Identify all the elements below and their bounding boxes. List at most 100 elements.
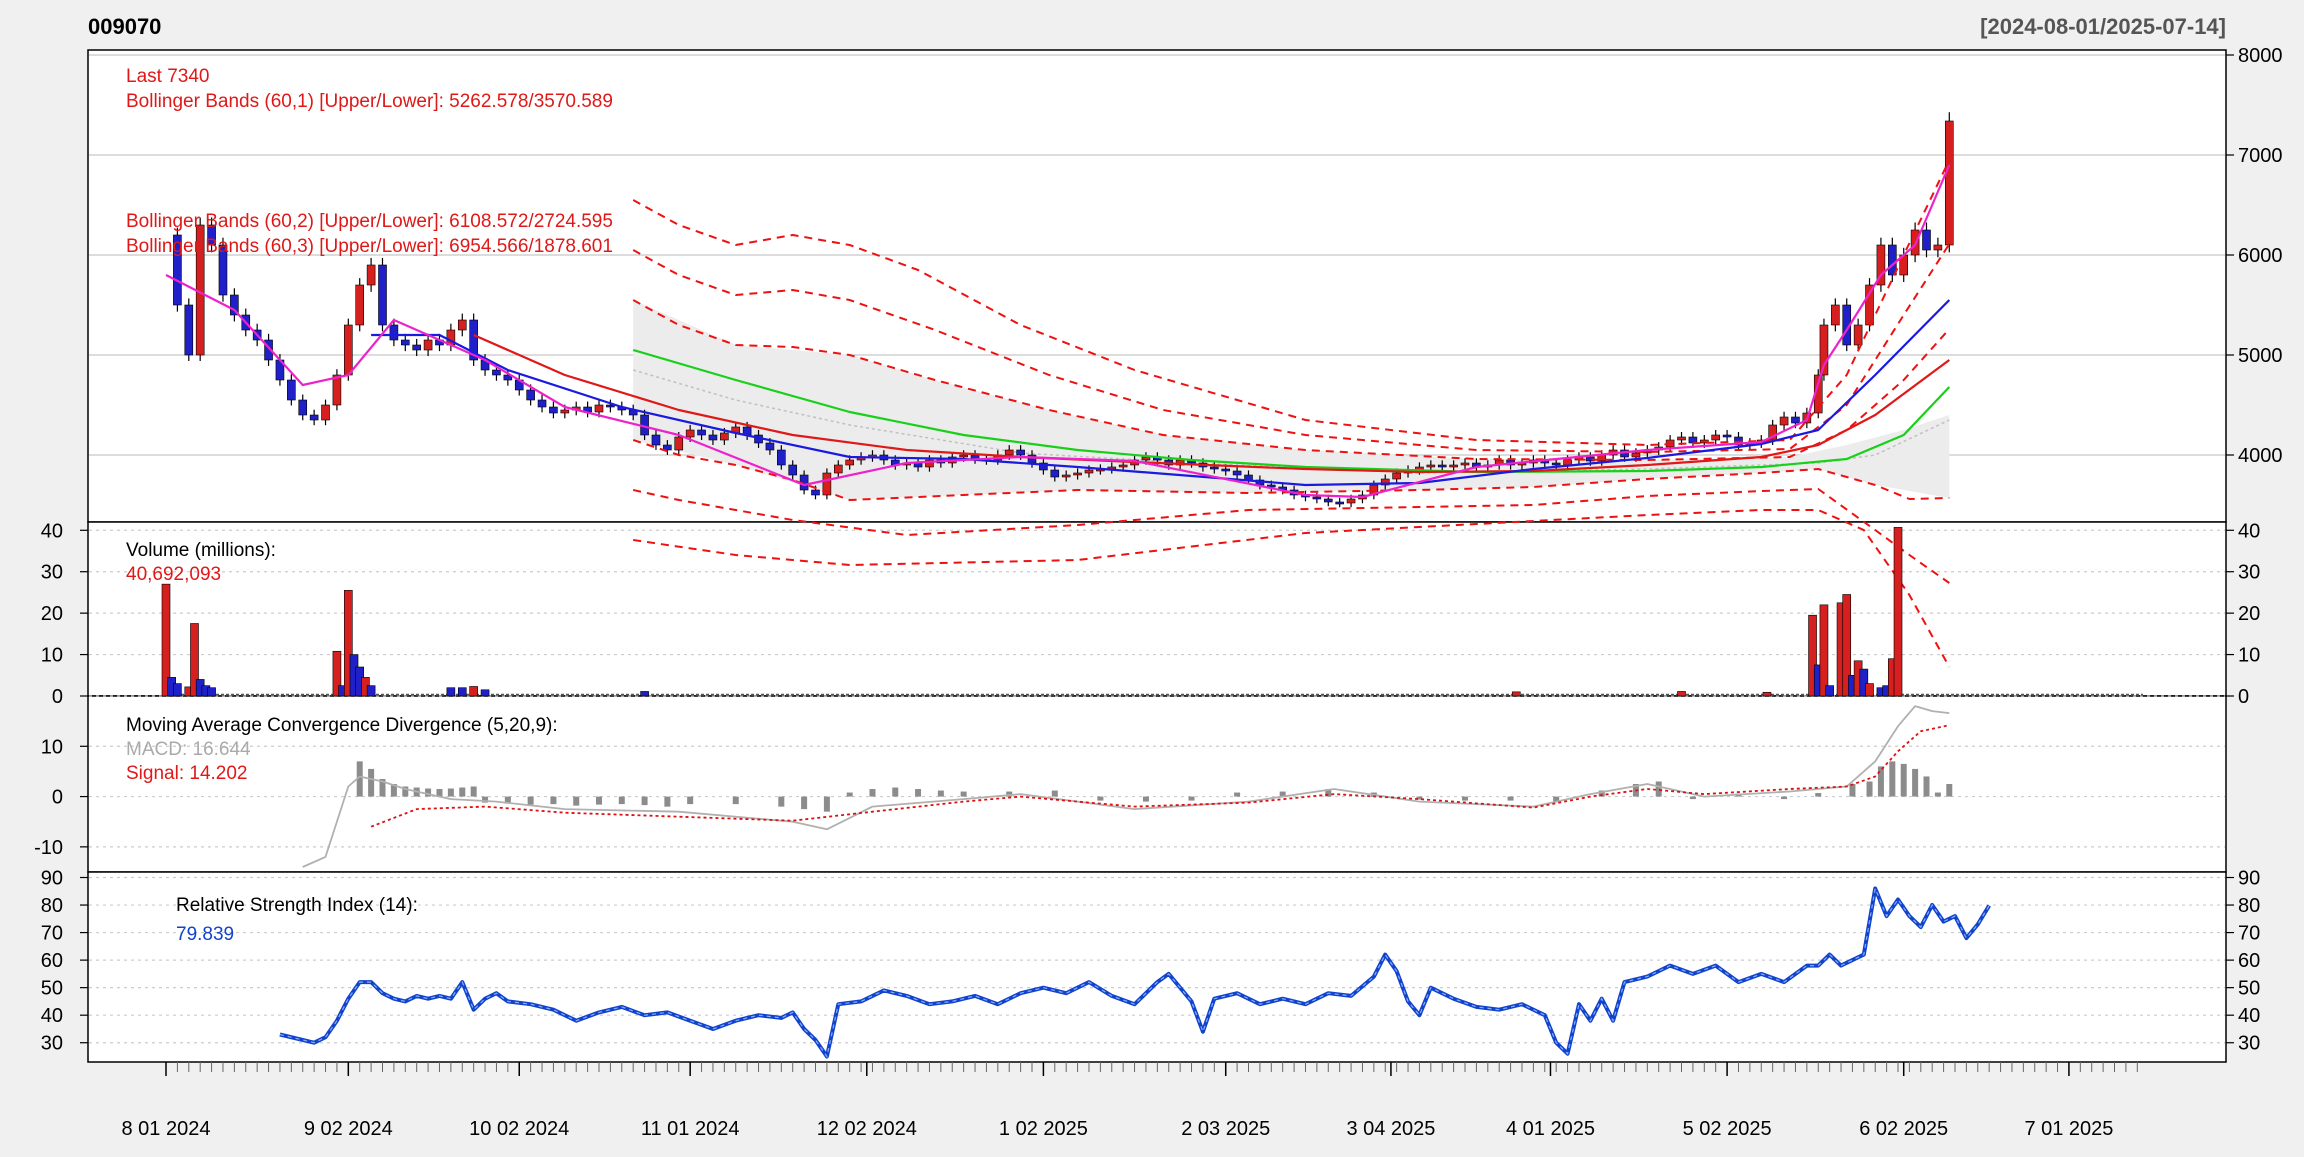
macd-histogram-bar — [1097, 796, 1104, 801]
candle-body — [321, 404, 330, 421]
candle-body — [218, 244, 228, 296]
volume-bar — [1511, 691, 1521, 697]
moving-average-120 — [632, 348, 1951, 474]
candle-body — [549, 406, 558, 414]
macd-histogram-bar — [459, 787, 466, 797]
volume-bar — [1819, 604, 1829, 697]
candle-body — [1266, 484, 1276, 488]
rsi-ytick-label-left: 90 — [41, 868, 63, 890]
candle-body — [1335, 501, 1344, 505]
candle-body — [1768, 424, 1777, 441]
candle-body — [1711, 434, 1720, 441]
candle-body — [594, 404, 604, 413]
legend-bb1: Bollinger Bands (60,1) [Upper/Lower]: 52… — [126, 91, 613, 112]
macd-ytick-label: 0 — [52, 787, 63, 809]
candle-body — [309, 414, 319, 421]
macd-histogram-bar — [1889, 761, 1896, 797]
macd-histogram-bar — [1598, 790, 1605, 797]
candle-body — [298, 399, 308, 416]
volume-bar — [457, 687, 467, 697]
volume-ytick-label: 20 — [2238, 603, 2260, 625]
macd-ytick-label: 10 — [41, 736, 63, 758]
candle-body — [1039, 462, 1048, 471]
candle-body — [400, 339, 410, 346]
volume-bar — [480, 689, 490, 697]
moving-average-short — [165, 164, 1951, 499]
candle-body — [1876, 244, 1886, 286]
candle-body — [1563, 459, 1572, 466]
candle-body — [959, 454, 968, 458]
candle-body — [412, 344, 421, 351]
volume-bar — [1762, 691, 1772, 697]
volume-ytick-label: 40 — [2238, 520, 2260, 542]
macd-histogram-bar — [1655, 781, 1662, 797]
rsi-line-highlight — [279, 886, 1990, 1058]
macd-histogram-bar — [1051, 790, 1058, 797]
candle-body — [788, 464, 798, 476]
candle-body — [1004, 449, 1014, 456]
macd-histogram-bar — [960, 791, 967, 797]
macd-histogram-bar — [425, 788, 432, 797]
legend-macd-value: MACD: 16.644 — [126, 739, 251, 760]
volume-bar — [1893, 527, 1903, 697]
candle-body — [1392, 472, 1401, 480]
macd-histogram-bar — [596, 796, 603, 805]
macd-histogram-bar — [618, 796, 625, 805]
macd-histogram-bar — [436, 789, 443, 797]
candle-body — [1210, 466, 1219, 470]
candle-body — [503, 374, 513, 381]
legend-bb2: Bollinger Bands (60,2) [Upper/Lower]: 61… — [126, 211, 613, 232]
macd-histogram-bar — [1325, 789, 1332, 797]
rsi-ytick-label-left: 50 — [41, 978, 63, 1000]
candle-body — [423, 339, 433, 351]
candle-body — [685, 429, 695, 438]
macd-histogram-bar — [869, 789, 876, 797]
macd-histogram-bar — [550, 796, 557, 805]
macd-histogram-bar — [641, 796, 648, 806]
volume-ytick-label-left: 20 — [41, 603, 63, 625]
candle-body — [344, 324, 353, 376]
volume-ytick-label-left: 40 — [41, 520, 63, 542]
volume-bar — [446, 687, 456, 697]
price-ytick-label: 4000 — [2238, 445, 2283, 467]
moving-average-20 — [371, 299, 1951, 487]
chart-symbol: 009070 — [88, 14, 161, 39]
x-tick-label: 7 01 2025 — [2024, 1118, 2113, 1140]
volume-bar — [173, 683, 182, 697]
bollinger-band-bb3-lower — [633, 509, 1951, 668]
macd-histogram-bar — [801, 796, 808, 810]
candle-body — [1380, 478, 1390, 486]
rsi-ytick-label: 40 — [2238, 1005, 2260, 1027]
candle-body — [697, 429, 706, 436]
macd-histogram-bar — [1188, 796, 1195, 801]
candle-body — [1677, 436, 1686, 441]
volume-bar — [1677, 691, 1686, 697]
rsi-ytick-label-left: 60 — [41, 950, 63, 972]
candle-body — [469, 319, 478, 361]
macd-histogram-bar — [846, 792, 853, 797]
volume-ytick-label-left: 10 — [41, 645, 63, 667]
candle-body — [777, 449, 786, 466]
volume-ytick-label: 30 — [2238, 562, 2260, 584]
macd-histogram-bar — [356, 761, 363, 797]
candle-body — [560, 409, 570, 414]
candle-body — [833, 464, 843, 474]
x-tick-label: 2 03 2025 — [1181, 1118, 1270, 1140]
macd-histogram-bar — [1946, 784, 1953, 797]
candle-body — [1551, 462, 1561, 466]
candle-body — [1933, 244, 1943, 251]
macd-histogram-bar — [470, 786, 477, 797]
macd-histogram-bar — [527, 796, 534, 805]
candle-body — [606, 404, 615, 408]
x-tick-label: 4 01 2025 — [1506, 1118, 1595, 1140]
moving-average-60 — [473, 333, 1950, 474]
x-tick-label: 12 02 2024 — [817, 1118, 917, 1140]
x-tick-label: 6 02 2025 — [1859, 1118, 1948, 1140]
legend-volume-label: Volume (millions): — [126, 540, 276, 561]
candle-body — [1944, 120, 1954, 246]
macd-histogram-bar — [937, 790, 944, 797]
volume-ytick-label-left: 0 — [52, 686, 63, 708]
legend-bb3: Bollinger Bands (60,3) [Upper/Lower]: 69… — [126, 236, 613, 257]
bollinger-band-bb3-upper — [632, 159, 1951, 446]
